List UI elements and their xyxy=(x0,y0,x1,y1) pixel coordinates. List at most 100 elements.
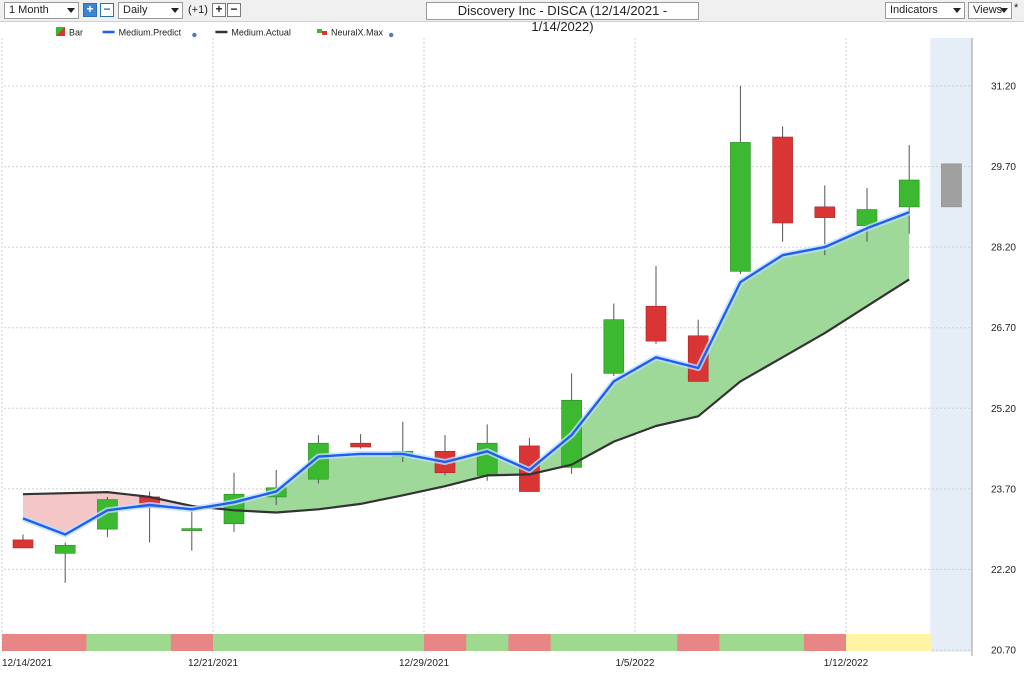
candle-body-up xyxy=(603,319,625,374)
candle xyxy=(772,126,793,242)
signal-strip-cell xyxy=(592,634,636,651)
y-tick-label: 25.20 xyxy=(991,404,1016,415)
signal-strip-cell xyxy=(761,634,805,651)
y-tick-label: 31.20 xyxy=(991,82,1016,93)
neuralx-legend-icon-down xyxy=(322,31,327,35)
period-select-value: 1 Month xyxy=(9,4,49,16)
candle xyxy=(856,188,878,242)
indicators-select-label: Indicators xyxy=(890,4,938,16)
chart-title: Discovery Inc - DISCA (12/14/2021 - 1/14… xyxy=(426,2,699,34)
neuralx-legend-icon xyxy=(317,29,327,35)
signal-strip-cell xyxy=(550,634,594,651)
candle-body-down xyxy=(645,305,667,342)
chevron-down-icon xyxy=(953,8,961,13)
candle-body-up xyxy=(730,142,751,272)
indicators-select[interactable]: Indicators xyxy=(885,2,965,19)
y-tick-label: 28.20 xyxy=(991,243,1016,254)
candle xyxy=(814,185,836,256)
candle-body-down xyxy=(687,335,709,382)
signal-strip-cell xyxy=(339,634,383,651)
minus-icon: − xyxy=(103,2,111,16)
x-tick-label: 12/21/2021 xyxy=(188,658,238,669)
candle-body-up xyxy=(476,442,498,476)
minus-icon: − xyxy=(230,2,238,16)
offset-decrease-button[interactable]: − xyxy=(227,3,241,17)
candle xyxy=(687,319,709,382)
candle xyxy=(54,542,76,583)
candle xyxy=(730,86,751,274)
candle-body-down xyxy=(772,136,793,224)
zoom-in-button[interactable]: + xyxy=(83,3,97,17)
legend: Bar Medium.Predict Medium.Actual NeuralX.Ma… xyxy=(56,27,394,38)
signal-strip-cell xyxy=(86,634,130,651)
signal-strip-cell xyxy=(128,634,172,651)
neuralx-legend-icon-up xyxy=(317,29,322,33)
x-tick-label: 12/14/2021 xyxy=(2,658,52,669)
zoom-out-button[interactable]: − xyxy=(100,3,114,17)
y-tick-label: 20.70 xyxy=(991,646,1016,657)
interval-select[interactable]: Daily xyxy=(118,2,183,19)
chevron-down-icon xyxy=(1000,8,1008,13)
period-select[interactable]: 1 Month xyxy=(4,2,79,19)
bar-legend-icon-down xyxy=(56,27,65,36)
price-chart[interactable]: 31.20 29.70 28.20 26.70 25.20 23.70 22.20 20.70… xyxy=(0,22,1024,675)
legend-label: NeuralX.Max xyxy=(331,28,384,38)
signal-strip-cell xyxy=(2,634,45,651)
signal-strip-cell xyxy=(424,634,467,651)
chevron-down-icon xyxy=(171,8,179,13)
plus-icon: + xyxy=(86,2,94,16)
legend-info-dot xyxy=(192,32,197,38)
signal-strip-cell xyxy=(508,634,552,651)
candle-body-up xyxy=(898,179,920,208)
signal-strip-cell xyxy=(381,634,425,651)
medium-predict-line xyxy=(22,211,910,536)
signal-strip-cell xyxy=(719,634,763,651)
candle xyxy=(603,303,625,377)
candle xyxy=(181,510,203,551)
toolbar: 1 Month + − Daily (+1) + − Discovery Inc… xyxy=(0,0,1024,34)
signal-strip-cell xyxy=(255,634,298,651)
legend-label: Medium.Predict xyxy=(119,28,182,38)
signal-strip-cell xyxy=(677,634,720,651)
signal-strip-cell xyxy=(803,634,847,651)
candle xyxy=(898,145,920,234)
views-asterisk: * xyxy=(1014,2,1019,14)
signal-strip-cell xyxy=(635,634,678,651)
candle xyxy=(308,435,329,484)
legend-label: Bar xyxy=(69,28,83,38)
plot-area xyxy=(4,38,972,652)
signal-strip-cell xyxy=(297,634,341,651)
candle xyxy=(645,265,667,344)
signal-strip-cell xyxy=(466,634,509,651)
interval-select-value: Daily xyxy=(123,4,148,16)
y-tick-label: 23.70 xyxy=(991,484,1016,495)
plus-icon: + xyxy=(215,2,223,16)
y-tick-label: 26.70 xyxy=(991,323,1016,334)
candle xyxy=(12,534,34,549)
signal-strip-cell xyxy=(44,634,87,651)
medium-actual-line xyxy=(22,278,910,514)
candle xyxy=(350,434,371,449)
views-select-label: Views xyxy=(973,4,1003,16)
bar-legend-icon xyxy=(56,27,65,36)
candle-body-down xyxy=(350,442,371,448)
y-tick-label: 22.20 xyxy=(991,565,1016,576)
signal-strip-cell xyxy=(170,634,214,651)
signal-strip-cell xyxy=(846,634,889,651)
candle-body-down xyxy=(814,206,836,218)
legend-label: Medium.Actual xyxy=(231,28,291,38)
views-select[interactable]: Views xyxy=(968,2,1012,19)
signal-strip-cell xyxy=(213,634,256,651)
forecast-region xyxy=(930,38,972,652)
offset-label: (+1) xyxy=(188,4,208,16)
offset-increase-button[interactable]: + xyxy=(212,3,226,17)
x-tick-label: 12/29/2021 xyxy=(399,658,449,669)
y-tick-label: 29.70 xyxy=(991,162,1016,173)
forecast-bar xyxy=(941,163,962,208)
chevron-down-icon xyxy=(67,8,75,13)
candle-body-up xyxy=(54,544,76,554)
candle-body-up xyxy=(181,528,203,531)
candle-body-down xyxy=(12,539,34,549)
x-tick-label: 1/5/2022 xyxy=(616,658,655,669)
signal-strip-cell xyxy=(888,634,931,651)
